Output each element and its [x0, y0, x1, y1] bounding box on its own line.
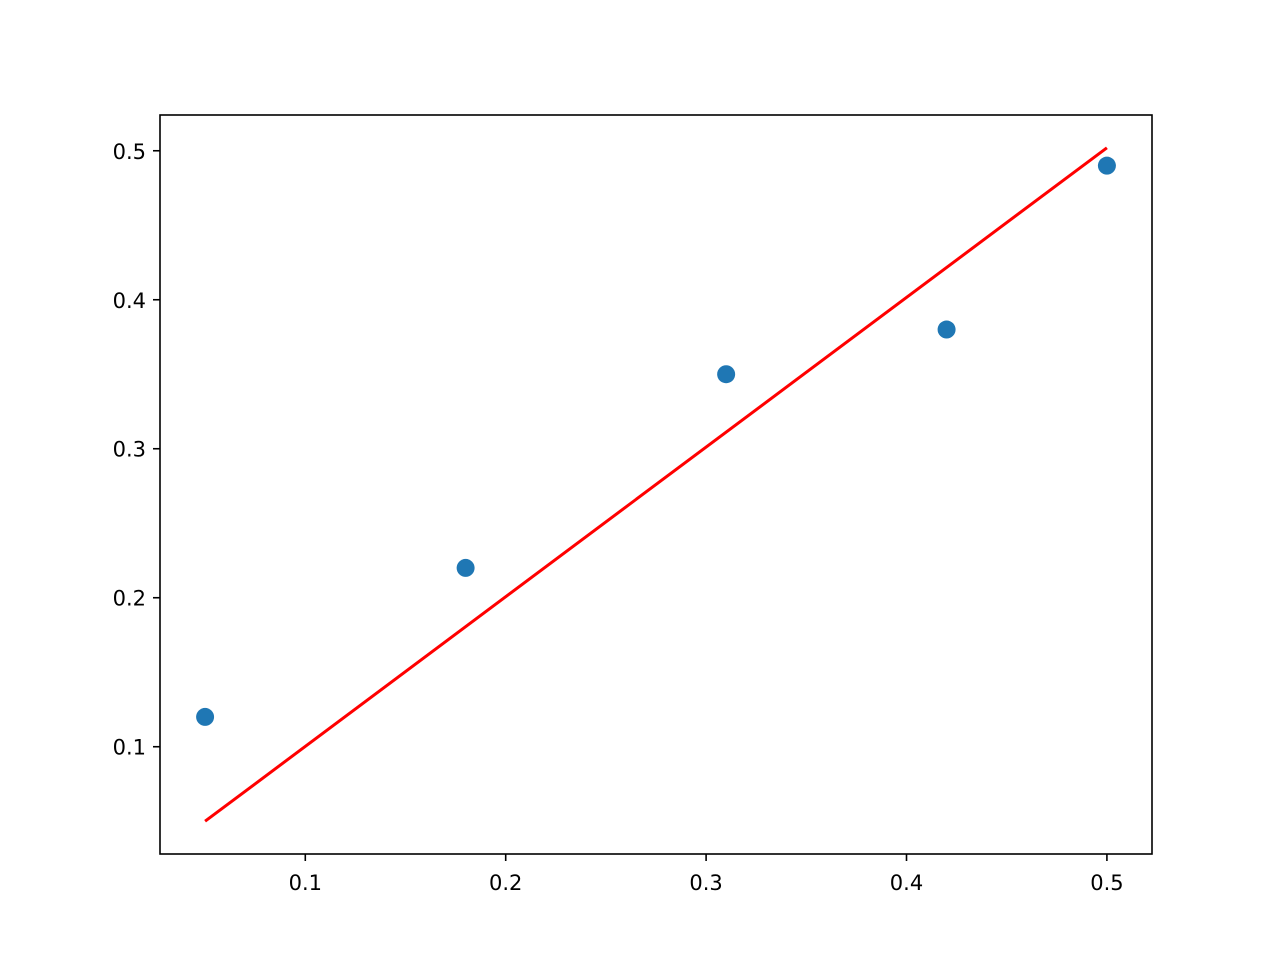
plot-area-frame: [159, 114, 1153, 855]
y-tick-label: 0.2: [113, 587, 146, 611]
x-tick-label: 0.4: [890, 871, 923, 895]
scatter-point: [717, 365, 736, 384]
x-tick-label: 0.1: [289, 871, 322, 895]
y-tick-label: 0.5: [113, 140, 146, 164]
series-layer: [196, 146, 1116, 823]
y-tick-label: 0.4: [113, 289, 146, 313]
fit-line: [204, 146, 1108, 823]
y-axis: 0.1 0.2 0.3 0.4 0.5: [113, 140, 160, 760]
scatter-point: [196, 707, 215, 726]
x-tick-label: 0.3: [689, 871, 722, 895]
y-tick-label: 0.1: [113, 736, 146, 760]
scatter-point: [1097, 156, 1116, 175]
scatter-point: [456, 558, 475, 577]
scatter-point: [937, 320, 956, 339]
x-tick-label: 0.5: [1090, 871, 1123, 895]
x-axis: 0.1 0.2 0.3 0.4 0.5: [289, 854, 1124, 895]
x-tick-label: 0.2: [489, 871, 522, 895]
y-tick-label: 0.3: [113, 438, 146, 462]
